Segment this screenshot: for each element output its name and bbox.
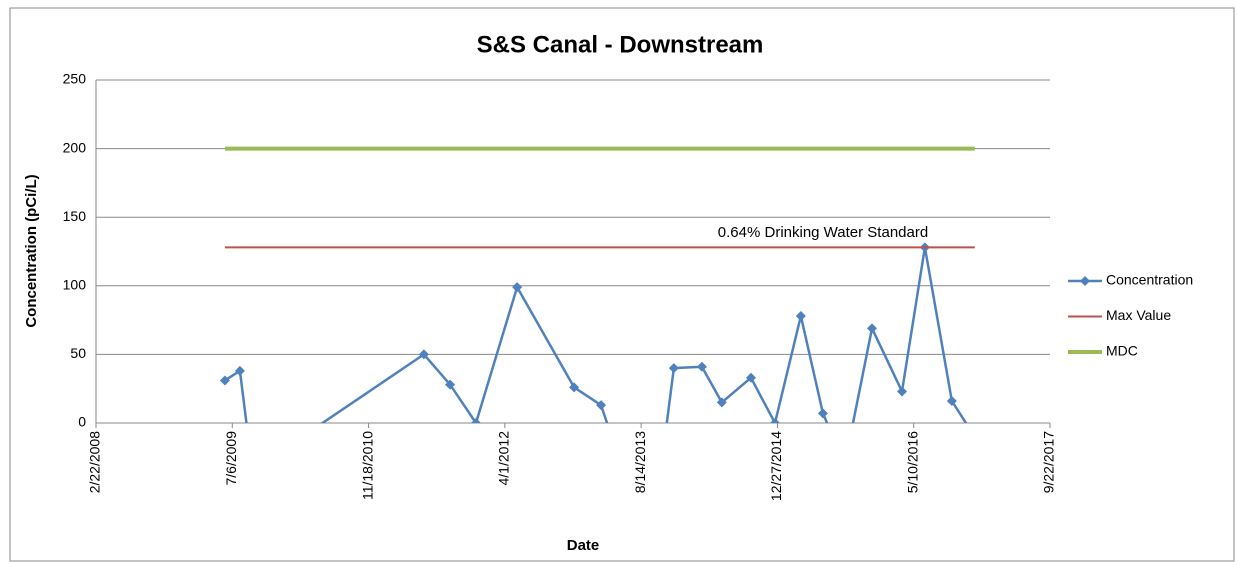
x-tick-label: 7/6/2009 [223,431,239,486]
y-tick-label: 100 [63,277,87,293]
chart-border [9,7,1235,562]
legend-label: Concentration [1106,272,1193,288]
x-tick-label: 9/22/2017 [1041,431,1057,493]
y-tick-label: 200 [63,139,87,155]
marker [696,361,707,372]
marker [896,386,907,397]
x-tick-label: 12/27/2014 [768,431,784,501]
y-tick-label: 50 [70,345,86,361]
x-axis-label: Date [567,537,600,554]
marker [668,363,679,374]
annotation: 0.64% Drinking Water Standard [718,224,928,241]
chart-title: S&S Canal - Downstream [477,31,764,58]
marker [946,396,957,407]
plot-area [219,146,975,423]
marker [569,382,580,393]
x-tick-label: 11/18/2010 [359,431,375,500]
marker [716,397,727,408]
marker [817,408,828,419]
x-tick-label: 4/1/2012 [496,431,512,486]
legend-label: MDC [1106,343,1138,359]
y-tick-label: 0 [78,414,86,430]
x-tick-label: 5/10/2016 [904,431,920,493]
marker [219,375,230,386]
marker [234,365,245,376]
marker [867,323,878,334]
y-tick-label: 250 [63,71,87,87]
marker [512,282,523,293]
marker [596,400,607,411]
y-axis-label: Concentration (pCi/L) [23,174,40,327]
marker [445,379,456,390]
marker [795,310,806,321]
marker [470,418,481,423]
marker [418,349,429,360]
legend-marker [1080,276,1090,286]
y-tick-label: 150 [63,208,87,224]
x-tick-label: 2/22/2008 [87,431,103,493]
marker [769,418,780,423]
marker [745,372,756,383]
legend-label: Max Value [1106,307,1171,323]
x-tick-label: 8/14/2013 [632,431,648,493]
